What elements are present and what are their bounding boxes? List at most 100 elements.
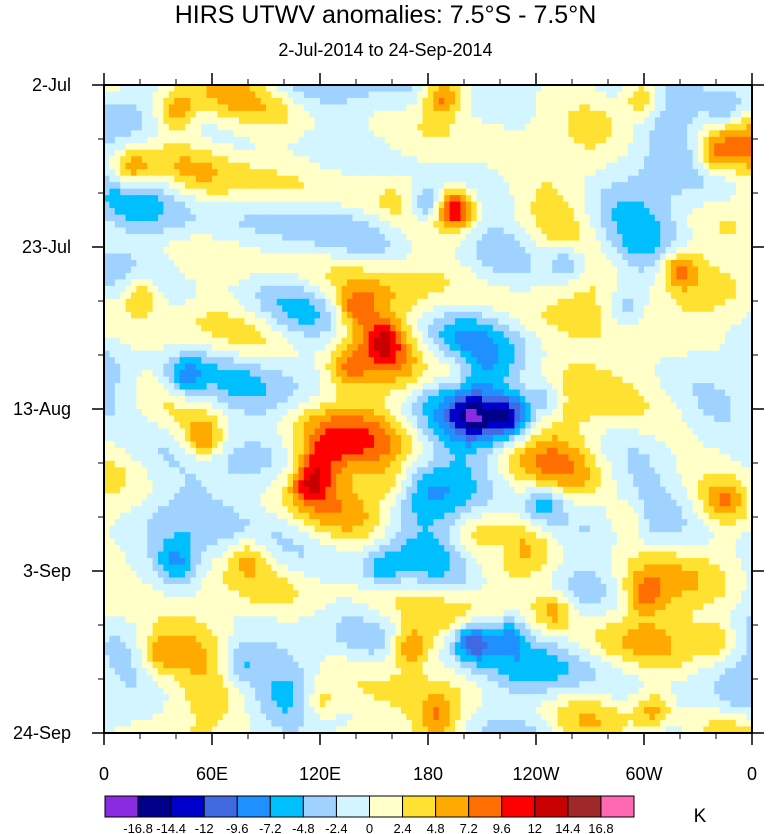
heat-cell (190, 130, 197, 138)
heat-cell (519, 182, 526, 190)
heat-cell (255, 182, 262, 190)
heat-cell (552, 208, 559, 216)
heat-cell (114, 169, 121, 177)
heat-cell (676, 247, 683, 255)
heat-cell (379, 266, 386, 274)
heat-cell (185, 240, 191, 248)
heat-cell (509, 182, 515, 190)
heat-cell (136, 117, 143, 125)
heat-cell (228, 195, 235, 203)
heat-cell (109, 123, 116, 131)
heat-cell (282, 149, 289, 157)
heat-cell (584, 201, 591, 209)
heat-cell (212, 221, 218, 229)
heat-cell (401, 208, 407, 216)
heat-cell (541, 331, 548, 339)
heat-cell (492, 337, 499, 345)
heat-cell (719, 169, 726, 177)
heat-cell (266, 344, 272, 352)
heat-cell (590, 97, 596, 106)
heat-cell (406, 311, 413, 319)
heat-cell (109, 91, 116, 99)
heat-cell (460, 247, 467, 255)
heat-cell (568, 253, 575, 261)
heat-cell (681, 214, 688, 222)
heat-cell (309, 247, 316, 255)
heat-cell (368, 285, 375, 293)
heat-cell (509, 214, 515, 222)
heat-cell (206, 318, 213, 326)
heat-cell (665, 188, 672, 196)
heat-cell (163, 331, 170, 339)
heat-cell (741, 104, 748, 112)
heat-cell (195, 259, 202, 268)
heat-cell (395, 240, 402, 248)
heat-cell (509, 311, 515, 319)
heat-cell (525, 279, 532, 287)
heat-cell (352, 130, 359, 138)
heat-cell (627, 221, 634, 229)
heat-cell (552, 324, 559, 332)
heat-cell (255, 195, 262, 203)
heat-cell (336, 97, 343, 106)
heat-cell (201, 195, 208, 203)
heat-cell (573, 143, 580, 151)
heat-cell (460, 117, 467, 125)
heat-cell (287, 162, 294, 170)
heat-cell (325, 195, 332, 203)
heat-cell (152, 162, 159, 170)
heat-cell (676, 266, 683, 274)
heat-cell (320, 234, 326, 242)
heat-cell (293, 337, 299, 345)
heat-cell (730, 305, 737, 313)
heat-cell (725, 104, 731, 112)
heat-cell (465, 298, 472, 306)
heat-cell (276, 234, 283, 242)
heat-cell (282, 169, 289, 177)
heat-cell (141, 201, 148, 209)
heat-cell (222, 259, 229, 268)
heat-cell (579, 292, 586, 300)
heat-cell (449, 162, 456, 170)
heat-cell (590, 318, 596, 326)
heat-cell (552, 279, 559, 287)
heat-cell (503, 136, 510, 144)
heat-cell (525, 117, 532, 125)
heat-cell (282, 247, 289, 255)
heat-cell (449, 318, 456, 326)
heat-cell (368, 156, 375, 164)
heat-cell (492, 221, 499, 229)
heat-cell (158, 337, 164, 345)
heat-cell (428, 240, 434, 248)
heat-cell (136, 247, 143, 255)
heat-cell (266, 143, 272, 151)
heat-cell (649, 169, 656, 177)
heat-cell (600, 156, 607, 164)
heat-cell (179, 331, 186, 339)
heat-cell (611, 324, 618, 332)
heat-cell (487, 253, 494, 261)
heat-cell (590, 311, 596, 319)
heat-cell (368, 149, 375, 157)
heat-cell (519, 169, 526, 177)
heat-cell (325, 201, 332, 209)
heat-cell (438, 279, 445, 287)
heat-cell (411, 350, 418, 358)
heat-cell (449, 136, 456, 144)
heat-cell (298, 169, 305, 177)
heat-cell (190, 195, 197, 203)
heat-cell (206, 104, 213, 112)
heat-cell (368, 195, 375, 203)
heat-cell (525, 247, 532, 255)
heat-cell (325, 104, 332, 112)
heat-cell (433, 350, 440, 358)
heat-cell (309, 318, 316, 326)
heat-cell (228, 259, 235, 268)
heat-cell (244, 143, 251, 151)
heat-cell (158, 247, 164, 255)
heat-cell (498, 169, 505, 177)
heat-cell (654, 208, 661, 216)
heat-cell (244, 331, 251, 339)
heat-cell (190, 234, 197, 242)
heat-cell (212, 149, 218, 157)
